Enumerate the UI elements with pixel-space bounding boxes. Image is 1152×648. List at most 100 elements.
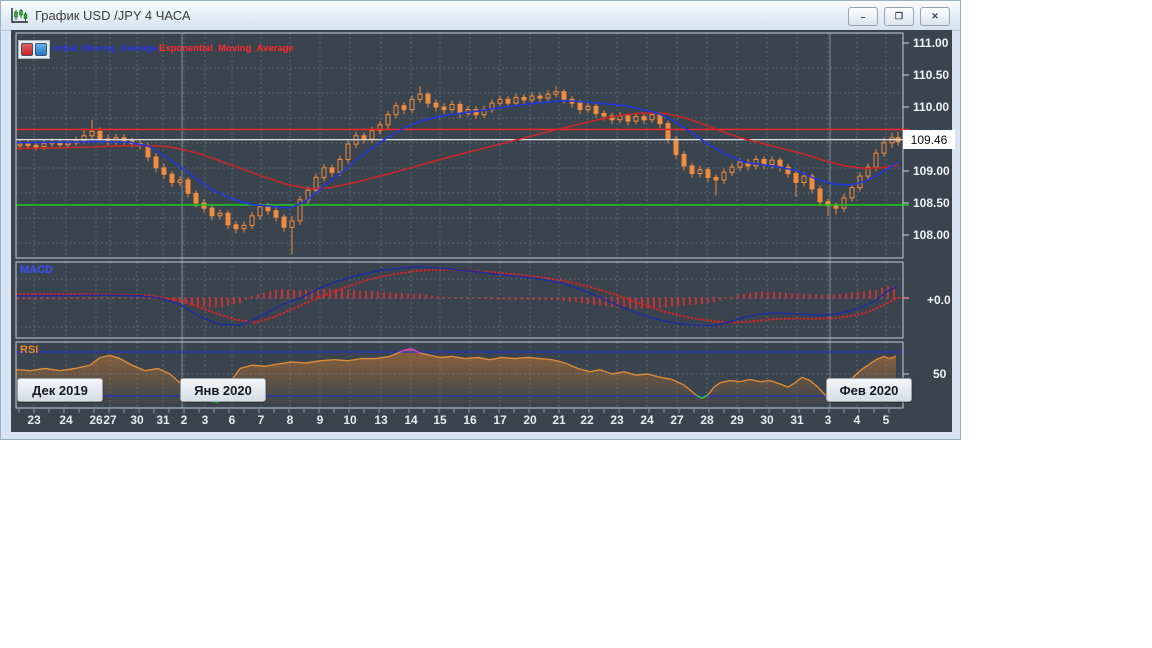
macd-line xyxy=(15,265,898,327)
candle-body xyxy=(817,188,823,203)
x-axis-label: 24 xyxy=(59,413,73,427)
rsi-line-segment xyxy=(539,357,553,361)
price-axis-label: 111.00 xyxy=(913,36,949,50)
window-controls: – ❐ ✕ xyxy=(848,7,950,26)
x-axis-label: 30 xyxy=(130,413,144,427)
candle-body xyxy=(361,135,367,140)
candle-body xyxy=(497,98,503,104)
rsi-line-segment xyxy=(264,363,279,367)
rsi-line-segment xyxy=(451,355,466,360)
rsi-line-segment xyxy=(131,364,146,372)
candlestick-chart-icon xyxy=(11,8,28,23)
close-button[interactable]: ✕ xyxy=(920,7,950,26)
rsi-line-segment xyxy=(144,367,159,372)
candle-body xyxy=(753,158,759,167)
rsi-line-segment xyxy=(888,355,897,360)
candle-body xyxy=(681,153,687,167)
rsi-line-segment xyxy=(305,360,321,364)
rsi-line-segment xyxy=(659,376,673,381)
x-axis-label: 21 xyxy=(552,413,566,427)
rsi-line-segment xyxy=(501,356,516,360)
rsi-line-segment xyxy=(801,376,811,382)
x-axis-label: 29 xyxy=(730,413,744,427)
candle-body xyxy=(265,206,271,212)
candle-body xyxy=(313,176,319,191)
rsi-line-segment xyxy=(231,368,241,380)
ema-color-red-button[interactable] xyxy=(21,43,33,56)
candle-body xyxy=(593,105,599,114)
ema-color-blue-button[interactable] xyxy=(35,43,47,56)
rsi-line-segment xyxy=(44,367,61,372)
rsi-line-segment xyxy=(769,379,781,385)
candle-body xyxy=(241,224,247,230)
rsi-line-segment xyxy=(623,371,637,376)
candle-body xyxy=(561,91,567,100)
rsi-line-segment xyxy=(787,382,796,388)
x-axis-label: 27 xyxy=(103,413,117,427)
candle-body xyxy=(697,169,703,175)
x-axis-label: 2 xyxy=(180,413,188,427)
rsi-line-segment xyxy=(74,364,91,370)
rsi-line-segment xyxy=(399,349,407,353)
rsi-line-segment xyxy=(119,357,133,366)
candle-body xyxy=(25,143,31,147)
rsi-line-segment xyxy=(707,386,715,396)
candle-body xyxy=(449,103,455,111)
rsi-line-segment xyxy=(405,348,413,351)
candle-body xyxy=(209,207,215,217)
candle-body xyxy=(281,216,287,228)
candle-body xyxy=(873,152,879,168)
rsi-line-segment xyxy=(277,361,293,365)
candle-body xyxy=(881,142,887,154)
candle-body xyxy=(337,158,343,173)
rsi-line-segment xyxy=(589,368,601,373)
x-axis-label: 31 xyxy=(790,413,804,427)
rsi-line-segment xyxy=(551,359,566,364)
chart-window: График USD /JPY 4 ЧАСА – ❐ ✕ ential_Movi… xyxy=(0,0,961,440)
ema-slow-line xyxy=(15,111,899,190)
panel-border xyxy=(15,341,904,409)
rsi-line-segment xyxy=(347,357,363,362)
candle-body xyxy=(233,224,239,230)
candle-body xyxy=(601,112,607,117)
x-axis-label: 4 xyxy=(853,413,861,427)
rsi-line-segment xyxy=(169,373,181,384)
month-marker-button[interactable]: Фев 2020 xyxy=(826,378,912,402)
month-marker-button[interactable]: Янв 2020 xyxy=(180,378,266,402)
candle-body xyxy=(793,173,799,184)
window-title: График USD /JPY 4 ЧАСА xyxy=(35,8,191,23)
rsi-line-segment xyxy=(439,355,453,359)
candle-body xyxy=(369,130,375,140)
candle-body xyxy=(761,158,767,166)
candle-body xyxy=(177,179,183,184)
candle-body xyxy=(249,215,255,226)
rsi-line-segment xyxy=(89,356,101,366)
minimize-button[interactable]: – xyxy=(848,7,878,26)
candle-body xyxy=(769,159,775,166)
rsi-line-segment xyxy=(713,382,721,388)
rsi-line-segment xyxy=(729,379,741,383)
rsi-line-segment xyxy=(851,370,861,379)
legend-label-fast-ema: ential_Moving_Average xyxy=(52,43,158,54)
legend-toolbar xyxy=(18,40,50,59)
macd-zero-scale-label: +0.0 xyxy=(927,293,951,307)
candle-body xyxy=(217,212,223,217)
candle-body xyxy=(385,114,391,126)
x-axis-label: 9 xyxy=(316,413,324,427)
rsi-line-segment xyxy=(291,361,307,364)
rsi-line-segment xyxy=(411,348,421,354)
rsi-line-segment xyxy=(577,367,591,373)
candle-body xyxy=(513,96,519,104)
restore-button[interactable]: ❐ xyxy=(884,7,914,26)
candle-body xyxy=(865,166,871,177)
x-axis-label: 8 xyxy=(286,413,294,427)
candle-body xyxy=(81,135,87,141)
month-marker-button[interactable]: Дек 2019 xyxy=(17,378,103,402)
rsi-line-segment xyxy=(375,355,391,360)
candle-body xyxy=(849,187,855,199)
rsi-line-segment xyxy=(564,362,579,370)
candle-body xyxy=(529,95,535,101)
candle-body xyxy=(705,169,711,178)
candle-body xyxy=(329,167,335,173)
candle-body xyxy=(393,105,399,116)
